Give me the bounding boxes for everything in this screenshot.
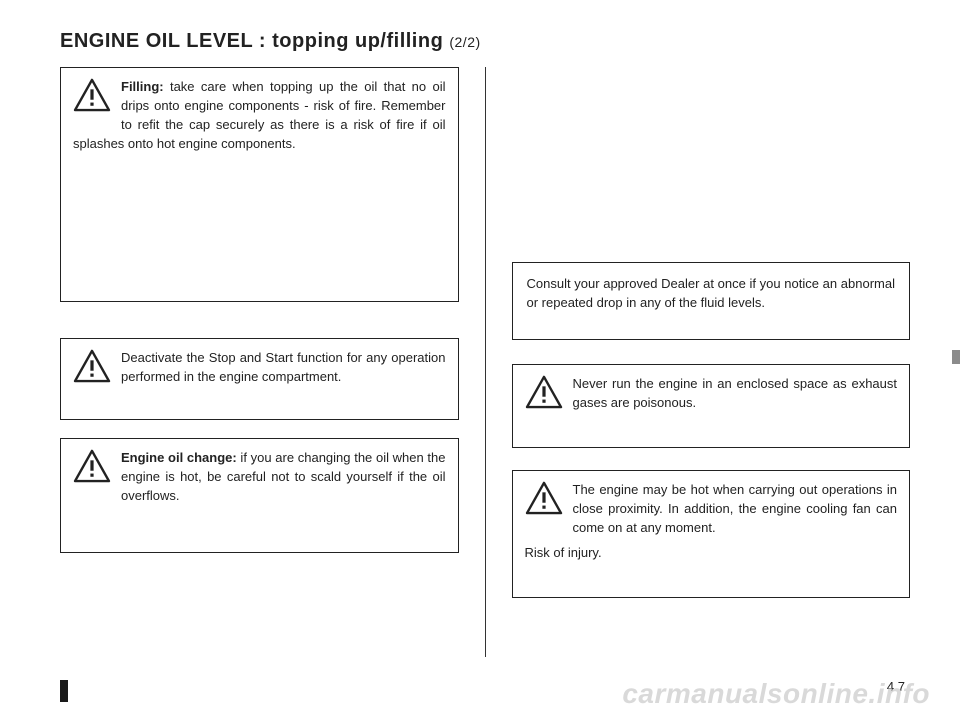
warning-text: Engine oil change: if you are changing t…: [121, 450, 446, 503]
warning-box-stopstart: Deactivate the Stop and Start function f…: [60, 338, 459, 420]
manual-page: ENGINE OIL LEVEL : topping up/filling (2…: [0, 0, 960, 710]
page-title: ENGINE OIL LEVEL : topping up/filling (2…: [60, 30, 910, 53]
warning-lead: Engine oil change:: [121, 450, 237, 465]
footer-mark: [60, 680, 68, 702]
page-number: 4.7: [887, 679, 905, 694]
warning-icon: [525, 375, 563, 415]
column-divider: [485, 67, 486, 657]
info-text: Consult your approved Dealer at once if …: [527, 276, 896, 310]
section-tab: [952, 350, 960, 364]
warning-box-hotengine: The engine may be hot when carrying out …: [512, 470, 911, 598]
warning-icon: [73, 349, 111, 389]
info-box-dealer: Consult your approved Dealer at once if …: [512, 262, 911, 340]
left-column: Filling: take care when topping up the o…: [60, 67, 459, 657]
warning-text: Deactivate the Stop and Start function f…: [121, 350, 446, 384]
warning-box-oilchange: Engine oil change: if you are changing t…: [60, 438, 459, 553]
warning-box-filling: Filling: take care when topping up the o…: [60, 67, 459, 302]
warning-text: Filling: take care when topping up the o…: [73, 79, 446, 151]
warning-text-2: Risk of injury.: [525, 545, 602, 560]
title-main: ENGINE OIL LEVEL : topping up/filling: [60, 30, 449, 52]
warning-text: Never run the engine in an enclosed spac…: [573, 376, 898, 410]
title-sub: (2/2): [449, 34, 480, 50]
content-columns: Filling: take care when topping up the o…: [60, 67, 910, 657]
warning-lead: Filling:: [121, 79, 164, 94]
watermark: carmanualsonline.info: [622, 678, 930, 710]
warning-icon: [73, 78, 111, 118]
warning-box-exhaust: Never run the engine in an enclosed spac…: [512, 364, 911, 448]
warning-icon: [525, 481, 563, 521]
warning-icon: [73, 449, 111, 489]
warning-text: The engine may be hot when carrying out …: [573, 482, 898, 535]
right-column: Consult your approved Dealer at once if …: [512, 67, 911, 657]
